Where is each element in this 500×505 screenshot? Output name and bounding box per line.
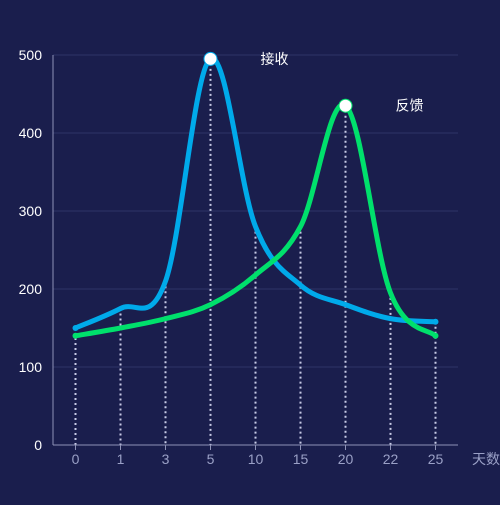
- x-tick-label: 15: [293, 451, 309, 467]
- x-tick-label: 1: [117, 451, 125, 467]
- series-end-point: [432, 332, 439, 339]
- axes: 0 100 200 300 400 500 0 1 3 5 10 15 20 22 25 天数: [19, 47, 500, 467]
- y-tick-label: 0: [34, 437, 42, 453]
- x-tick-label: 10: [248, 451, 264, 467]
- series-line-2: [73, 102, 438, 339]
- series-lines: [72, 56, 439, 339]
- y-tick-label: 300: [19, 203, 43, 219]
- series-end-point: [432, 318, 439, 325]
- x-tick-label: 25: [428, 451, 444, 467]
- y-tick-label: 100: [19, 359, 43, 375]
- y-tick-label: 500: [19, 47, 43, 63]
- x-tick-label: 5: [207, 451, 215, 467]
- series-end-point: [72, 325, 79, 331]
- x-axis-name: 天数: [472, 451, 500, 467]
- y-tick-label: 400: [19, 125, 43, 141]
- series-label: 反馈: [396, 98, 424, 114]
- series-line-1: [73, 56, 438, 331]
- peak-markers: [203, 51, 353, 113]
- x-tick-label: 0: [72, 451, 80, 467]
- drop-lines: [74, 58, 437, 445]
- x-tick-label: 3: [162, 451, 170, 467]
- peak-marker: [203, 51, 218, 66]
- series-label: 接收: [261, 51, 289, 67]
- x-tick-label: 20: [338, 451, 354, 467]
- series-end-point: [72, 332, 79, 339]
- y-tick-label: 200: [19, 281, 43, 297]
- x-tick-label: 22: [383, 451, 399, 467]
- peak-marker: [338, 98, 353, 113]
